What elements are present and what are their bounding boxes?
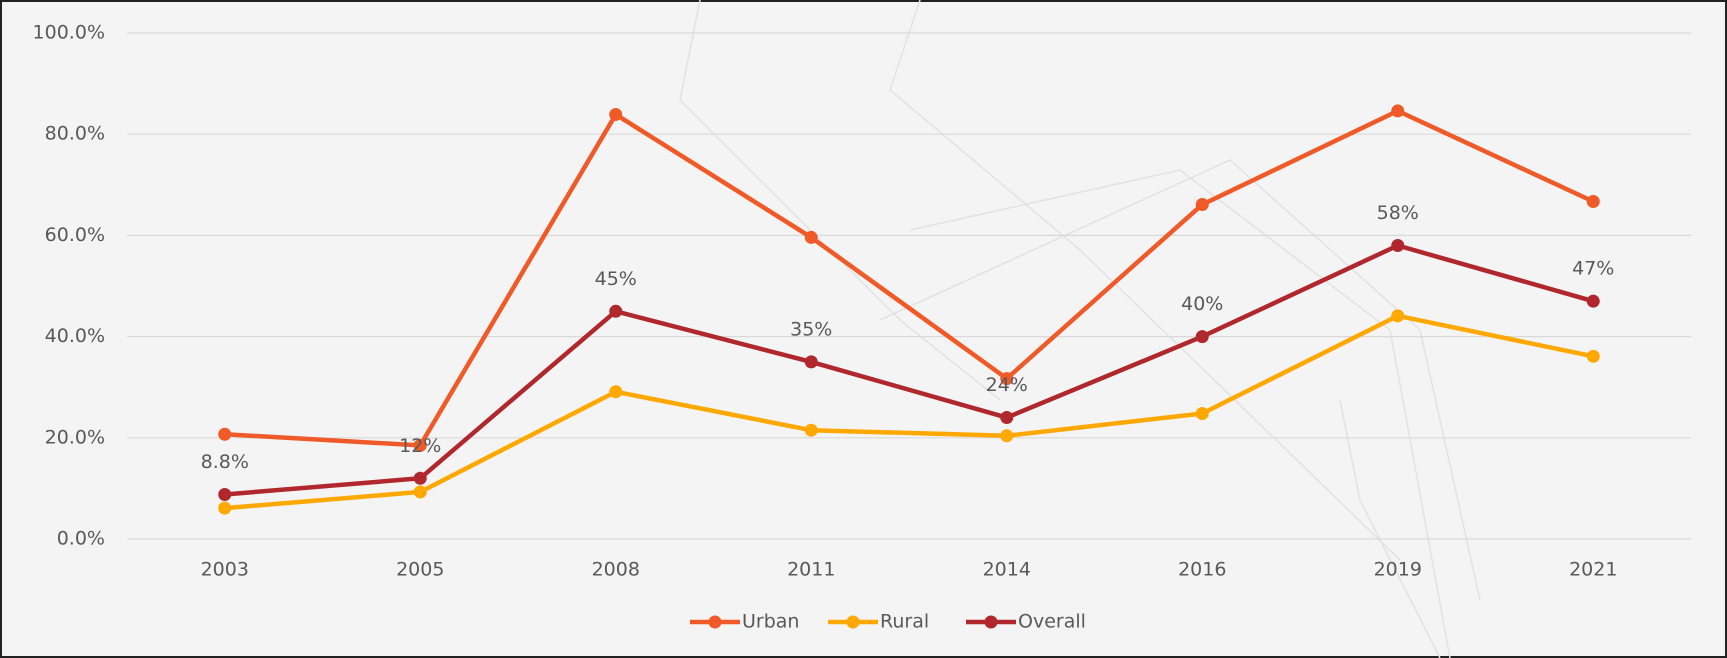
data-label: 45%: [595, 268, 637, 290]
series-line: [224, 313, 1594, 511]
data-point: [413, 485, 427, 499]
data-point: [413, 471, 427, 485]
y-tick-label: 100.0%: [33, 22, 105, 44]
data-point: [218, 501, 232, 515]
data-point: [609, 304, 623, 318]
data-label: 58%: [1377, 202, 1419, 224]
data-label: 35%: [790, 318, 832, 340]
data-point: [609, 107, 623, 121]
legend-marker: [984, 615, 998, 629]
legend-marker: [708, 615, 722, 629]
x-tick-label: 2021: [1569, 559, 1617, 581]
data-point: [1195, 198, 1209, 212]
y-tick-label: 0.0%: [57, 528, 105, 550]
data-point: [1586, 349, 1600, 363]
data-point: [804, 423, 818, 437]
x-tick-label: 2014: [983, 559, 1031, 581]
data-point: [218, 427, 232, 441]
data-point: [1586, 294, 1600, 308]
data-point: [413, 438, 427, 452]
data-label: 24%: [986, 374, 1028, 396]
data-point: [218, 487, 232, 501]
x-tick-label: 2011: [787, 559, 835, 581]
data-point: [804, 355, 818, 369]
x-tick-label: 2019: [1374, 559, 1422, 581]
data-point: [609, 385, 623, 399]
data-point: [1000, 429, 1014, 443]
data-point: [1195, 407, 1209, 421]
data-point: [1195, 330, 1209, 344]
y-tick-label: 60.0%: [45, 224, 105, 246]
y-tick-label: 80.0%: [45, 123, 105, 145]
legend-marker: [846, 615, 860, 629]
data-point: [804, 230, 818, 244]
data-point: [1391, 239, 1405, 253]
series-line: [224, 243, 1594, 497]
legend-label: Overall: [1018, 611, 1086, 633]
background-decoration: [679, 0, 1481, 658]
x-tick-label: 2016: [1178, 559, 1226, 581]
data-label: 12%: [399, 435, 441, 457]
data-point: [1391, 309, 1405, 323]
data-point: [1391, 104, 1405, 118]
x-tick-label: 2005: [396, 559, 444, 581]
data-label: 40%: [1181, 293, 1223, 315]
legend-label: Rural: [880, 611, 929, 633]
data-label: 47%: [1572, 258, 1614, 280]
x-tick-label: 2003: [201, 559, 249, 581]
series-line: [224, 108, 1595, 448]
x-tick-label: 2008: [592, 559, 640, 581]
data-point: [1000, 411, 1014, 425]
data-point: [1000, 372, 1014, 386]
data-point: [1586, 194, 1600, 208]
data-label: 8.8%: [201, 451, 249, 473]
legend-label: Urban: [742, 611, 799, 633]
y-tick-label: 40.0%: [45, 325, 105, 347]
y-tick-label: 20.0%: [45, 426, 105, 448]
